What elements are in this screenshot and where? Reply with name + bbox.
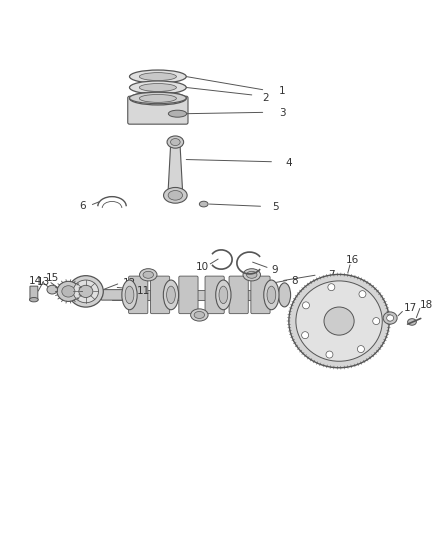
Ellipse shape [387,315,394,321]
Ellipse shape [57,281,80,302]
Ellipse shape [247,271,257,278]
Ellipse shape [125,286,134,304]
Ellipse shape [130,70,186,83]
Text: 16: 16 [346,255,359,265]
Ellipse shape [166,286,175,304]
Ellipse shape [170,139,180,146]
Ellipse shape [139,72,177,80]
Ellipse shape [168,110,187,117]
Text: 17: 17 [403,303,417,313]
Text: 3: 3 [279,108,286,118]
Circle shape [328,284,335,290]
Ellipse shape [130,92,186,103]
Ellipse shape [194,311,205,318]
Circle shape [302,332,309,338]
Ellipse shape [79,285,93,297]
Text: 9: 9 [271,265,278,275]
Circle shape [326,351,333,358]
Text: 13: 13 [37,277,50,287]
Text: 2: 2 [262,93,268,103]
Ellipse shape [324,307,354,335]
Text: 7: 7 [328,270,335,280]
Ellipse shape [289,274,389,368]
Text: 18: 18 [420,300,434,310]
FancyBboxPatch shape [251,276,270,313]
Text: 12: 12 [123,278,136,288]
FancyBboxPatch shape [229,276,248,313]
Polygon shape [112,289,289,300]
Text: 14: 14 [29,276,42,286]
FancyBboxPatch shape [101,289,124,300]
Ellipse shape [383,312,397,324]
Text: 4: 4 [286,158,292,167]
Ellipse shape [122,280,137,310]
Ellipse shape [264,280,279,310]
Ellipse shape [73,280,99,303]
Ellipse shape [296,281,382,361]
Circle shape [373,318,380,325]
Ellipse shape [29,297,38,302]
Polygon shape [168,147,183,195]
Text: 15: 15 [46,273,59,283]
Ellipse shape [191,309,208,321]
Ellipse shape [167,136,184,148]
FancyBboxPatch shape [179,276,198,313]
FancyBboxPatch shape [129,276,148,313]
Ellipse shape [279,283,290,307]
FancyBboxPatch shape [128,96,188,124]
Ellipse shape [130,92,186,105]
Ellipse shape [139,94,177,102]
Ellipse shape [267,286,276,304]
Circle shape [359,290,366,297]
Ellipse shape [199,201,208,207]
Text: 11: 11 [136,286,150,296]
Ellipse shape [130,81,186,94]
Text: 1: 1 [279,85,286,95]
Text: 10: 10 [196,262,209,272]
Ellipse shape [143,271,153,278]
Ellipse shape [216,280,231,310]
Circle shape [357,345,364,353]
Ellipse shape [163,188,187,203]
Ellipse shape [140,269,157,281]
Ellipse shape [139,84,177,92]
Text: 6: 6 [79,201,86,211]
Ellipse shape [408,319,417,325]
Ellipse shape [47,285,57,294]
Ellipse shape [68,276,103,307]
FancyBboxPatch shape [30,286,38,300]
Ellipse shape [163,280,179,310]
Text: 5: 5 [272,202,279,212]
Ellipse shape [168,190,183,200]
Ellipse shape [62,286,75,297]
Text: 8: 8 [291,276,297,286]
Ellipse shape [243,269,261,281]
FancyBboxPatch shape [150,276,170,313]
Ellipse shape [219,286,228,304]
Circle shape [303,302,310,309]
FancyBboxPatch shape [205,276,224,313]
